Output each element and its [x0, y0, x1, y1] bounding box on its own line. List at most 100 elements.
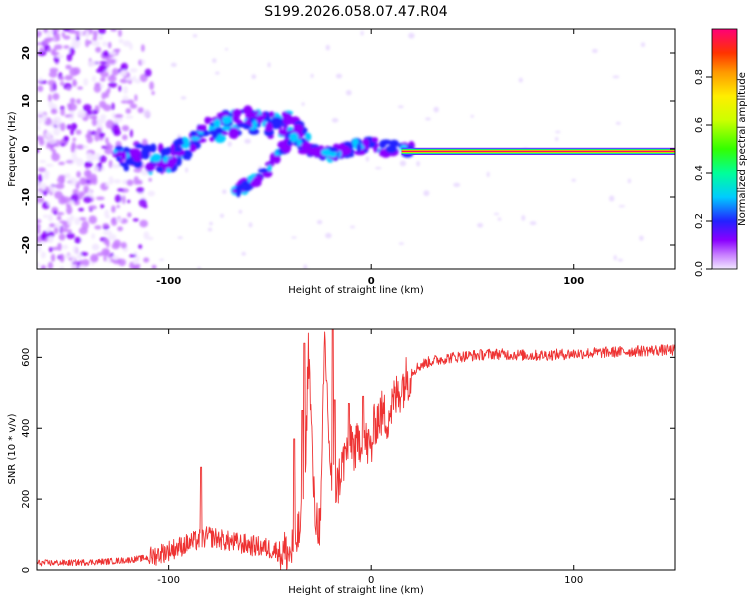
noise-speckle	[110, 29, 117, 32]
noise-speckle	[303, 264, 308, 269]
noise-speckle	[70, 264, 78, 269]
noise-speckle	[244, 138, 251, 144]
noise-speckle	[47, 137, 57, 145]
noise-speckle	[618, 205, 625, 208]
ridge-blob	[189, 143, 197, 152]
noise-speckle	[60, 228, 69, 233]
noise-speckle	[91, 118, 98, 127]
noise-speckle	[613, 255, 617, 261]
noise-speckle	[529, 221, 537, 226]
noise-speckle	[87, 189, 92, 197]
ridge-blob	[265, 161, 275, 167]
noise-speckle	[88, 40, 92, 45]
noise-speckle	[49, 188, 57, 193]
colorbar-label: Normalized spectral amplitude	[737, 72, 748, 226]
noise-speckle	[79, 251, 89, 257]
noise-speckle	[142, 109, 151, 118]
noise-speckle	[37, 116, 43, 125]
noise-speckle	[122, 40, 131, 47]
noise-speckle	[555, 130, 561, 134]
noise-speckle	[98, 29, 106, 35]
noise-speckle	[118, 85, 122, 92]
noise-speckle	[47, 261, 54, 269]
noise-speckle	[100, 115, 106, 124]
noise-speckle	[72, 80, 78, 86]
spectral-band	[401, 147, 675, 155]
ridge-blob	[267, 164, 272, 172]
chart-title: S199.2026.058.07.47.R04	[264, 4, 447, 20]
noise-speckle	[68, 116, 75, 121]
noise-speckle	[37, 190, 42, 198]
colorbar-tick-label: 0.0	[694, 261, 705, 277]
noise-speckle	[627, 178, 632, 184]
noise-speckle	[47, 214, 53, 222]
snr-series-line	[37, 329, 675, 570]
noise-speckle	[59, 266, 65, 269]
ridge-blob	[129, 148, 141, 158]
noise-speckle	[453, 182, 461, 187]
noise-speckle	[52, 29, 60, 33]
noise-speckle	[71, 153, 77, 158]
noise-speckle	[40, 251, 46, 259]
noise-speckle	[48, 236, 53, 244]
ridge-blob	[150, 153, 162, 163]
noise-speckle	[110, 217, 118, 226]
noise-speckle	[89, 173, 98, 183]
ridge-blob	[167, 157, 175, 168]
noise-speckle	[53, 32, 60, 40]
noise-speckle	[75, 30, 80, 39]
ridge-blob	[166, 168, 171, 173]
noise-speckle	[470, 114, 474, 118]
noise-speckle	[91, 41, 100, 47]
noise-speckle	[68, 177, 78, 186]
noise-speckle	[94, 132, 100, 142]
noise-speckle	[612, 75, 620, 79]
noise-speckle	[147, 190, 155, 197]
noise-speckle	[40, 264, 47, 269]
noise-speckle	[100, 77, 106, 82]
noise-speckle	[111, 112, 116, 119]
noise-speckle	[58, 161, 65, 166]
ridge-blob	[204, 116, 211, 125]
noise-speckle	[134, 78, 141, 84]
ridge-blob	[172, 140, 185, 146]
noise-speckle	[212, 58, 217, 63]
spectrogram-xlabel: Height of straight line (km)	[288, 285, 424, 296]
noise-speckle	[267, 62, 271, 68]
noise-speckle	[91, 233, 96, 240]
noise-speckle	[47, 201, 51, 206]
noise-speckle	[143, 204, 148, 209]
noise-speckle	[87, 60, 97, 67]
noise-speckle	[100, 204, 105, 209]
noise-speckle	[37, 227, 41, 235]
noise-speckle	[301, 102, 305, 106]
ridge-blob	[203, 129, 209, 136]
noise-speckle	[60, 177, 65, 184]
ridge-blob	[134, 143, 145, 149]
noise-speckle	[44, 131, 52, 139]
x-tick-label: -100	[156, 276, 181, 287]
noise-speckle	[486, 171, 490, 178]
noise-speckle	[76, 253, 82, 260]
colorbar-tick-label: 0.4	[694, 165, 705, 181]
ridge-blob	[119, 162, 128, 167]
noise-speckle	[122, 134, 128, 141]
y-tick-label: -20	[21, 236, 32, 254]
noise-speckle	[104, 147, 113, 155]
noise-speckle	[325, 232, 332, 239]
noise-speckle	[129, 129, 133, 138]
snr-xlabel: Height of straight line (km)	[288, 585, 424, 596]
y-tick-label: 0	[21, 567, 32, 573]
noise-speckle	[37, 219, 42, 224]
noise-speckle	[423, 190, 430, 197]
spectrogram-blobs	[37, 29, 646, 269]
ridge-blob	[156, 166, 164, 173]
spectrogram-heatmap	[37, 29, 675, 269]
noise-speckle	[93, 84, 102, 93]
noise-speckle	[335, 73, 343, 79]
noise-speckle	[104, 89, 110, 98]
noise-speckle	[114, 48, 121, 53]
noise-speckle	[325, 44, 330, 51]
noise-speckle	[60, 108, 65, 116]
ridge-blob	[356, 143, 362, 153]
